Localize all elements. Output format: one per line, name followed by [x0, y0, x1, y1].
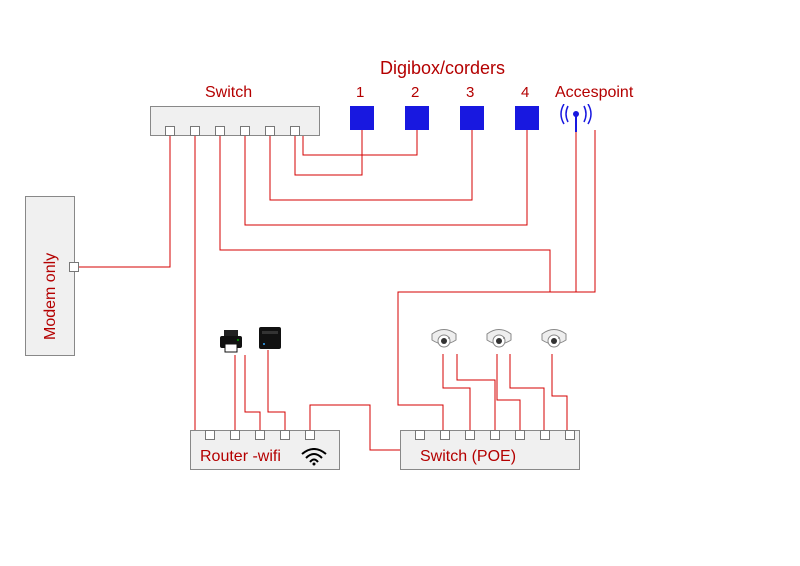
switch-top-port-1 — [190, 126, 200, 136]
switch-top-port-2 — [215, 126, 225, 136]
switch-top-port-3 — [240, 126, 250, 136]
accesspoint-label: Accespoint — [555, 84, 633, 102]
antenna-icon — [560, 104, 592, 134]
wifi-icon — [300, 448, 328, 466]
digibox-header: Digibox/corders — [380, 58, 505, 79]
router-port-3 — [280, 430, 290, 440]
digibox-num-1: 2 — [411, 84, 419, 101]
digibox-num-0: 1 — [356, 84, 364, 101]
switch-poe-port-5 — [540, 430, 550, 440]
camera-icon-2 — [540, 328, 568, 354]
modem-label: Modem only — [42, 253, 60, 340]
digibox-3 — [515, 106, 539, 130]
switch-poe-port-6 — [565, 430, 575, 440]
router-port-4 — [305, 430, 315, 440]
router-port-0 — [205, 430, 215, 440]
switch-top-port-0 — [165, 126, 175, 136]
digibox-num-2: 3 — [466, 84, 474, 101]
digibox-1 — [405, 106, 429, 130]
router-port-2 — [255, 430, 265, 440]
connection-wires — [0, 0, 800, 566]
printer-icon — [218, 328, 244, 354]
switch-poe-label: Switch (POE) — [420, 448, 516, 466]
router-port-1 — [230, 430, 240, 440]
switch-poe-port-1 — [440, 430, 450, 440]
modem-port — [69, 262, 79, 272]
switch-poe-port-4 — [515, 430, 525, 440]
nas-icon — [258, 326, 282, 350]
switch-top-label: Switch — [205, 84, 252, 102]
switch-top-port-5 — [290, 126, 300, 136]
digibox-0 — [350, 106, 374, 130]
switch-top-port-4 — [265, 126, 275, 136]
digibox-2 — [460, 106, 484, 130]
router-label: Router -wifi — [200, 448, 281, 466]
switch-poe-port-0 — [415, 430, 425, 440]
digibox-num-3: 4 — [521, 84, 529, 101]
camera-icon-0 — [430, 328, 458, 354]
switch-poe-port-3 — [490, 430, 500, 440]
camera-icon-1 — [485, 328, 513, 354]
switch-poe-port-2 — [465, 430, 475, 440]
